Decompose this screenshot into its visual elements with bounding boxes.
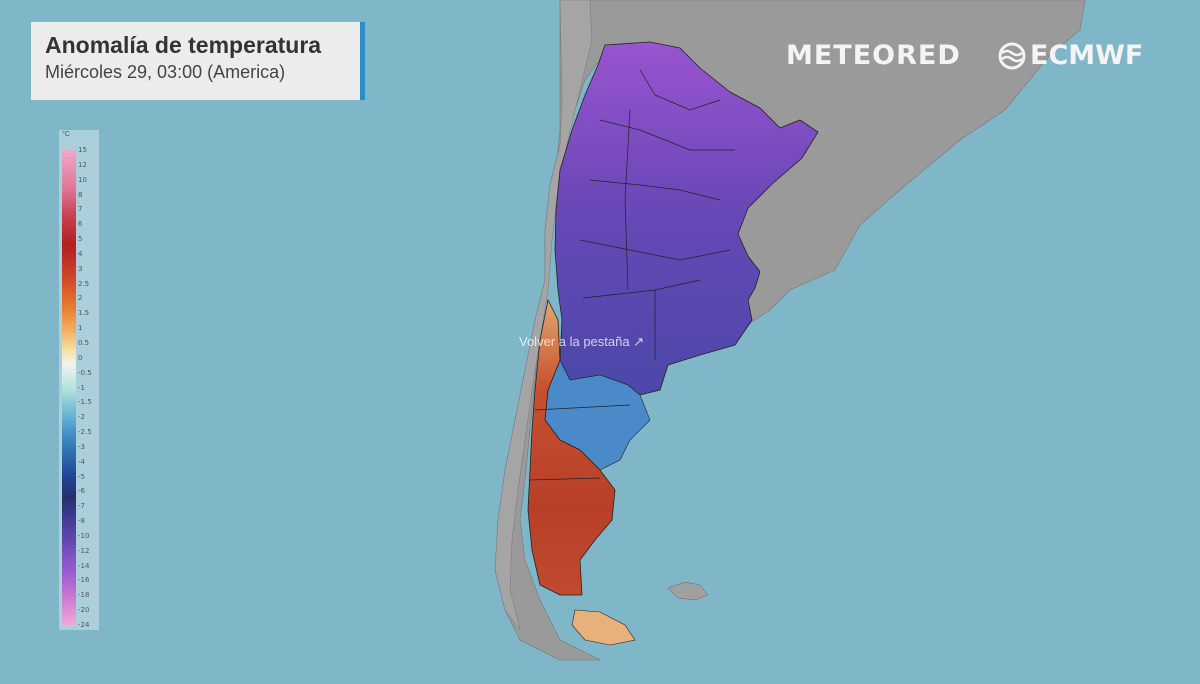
legend-label: 15 [78,146,87,154]
legend-label: 5 [78,235,83,244]
tierra-del-fuego [571,609,636,646]
return-tab-label: Volver a la pestaña [519,334,630,349]
legend-label: 0 [78,353,83,362]
legend-label: -24 [78,621,90,629]
legend-label: 10 [78,175,87,184]
legend-label: -20 [78,606,90,615]
legend-label: 0.5 [78,338,90,347]
legend-label: 4 [78,249,83,258]
legend-label: -1.5 [78,398,92,407]
legend-color-bar [62,150,76,625]
legend-label: -16 [78,576,90,585]
legend-label: -3 [78,442,85,451]
legend-label: -6 [78,487,85,496]
map-subtitle: Miércoles 29, 03:00 (America) [45,62,286,82]
meteored-logo: METEORED [786,40,961,71]
legend-label: 6 [78,220,83,229]
legend-label: -0.5 [78,368,92,377]
anomaly-warm-region [527,298,616,596]
legend-label: 1 [78,324,83,333]
legend-label: -5 [78,472,85,481]
legend-label: -8 [78,517,85,526]
legend-label: -12 [78,546,90,555]
land-south-america [494,0,1086,661]
legend-label: 2.5 [78,279,90,288]
legend-label: 7 [78,205,83,214]
legend-label: 12 [78,160,87,169]
legend-label: 1.5 [78,309,90,318]
province-borders [529,69,735,481]
color-legend: °C 15 12 10 8 7 6 5 4 3 2.5 2 1.5 1 0.5 0 -0.5 -1 -1.5 -2 -… [59,130,99,630]
legend-unit: °C [62,131,70,138]
ecmwf-logo-text: ECMWF [1030,40,1144,71]
islands [667,581,709,601]
legend-label: -2 [78,413,85,422]
external-link-icon: ↗ [633,334,645,349]
legend-label: -7 [78,502,85,511]
legend-label: -10 [78,531,90,540]
legend-label: -14 [78,561,90,570]
legend-label: 2 [78,294,83,303]
legend-label: 3 [78,264,83,273]
legend-label: -18 [78,591,90,600]
map-title: Anomalía de temperatura [45,32,322,58]
legend-label: -2.5 [78,428,92,437]
legend-label: -1 [78,383,85,392]
legend-label: 8 [78,190,83,199]
legend-label: -4 [78,457,85,466]
legend-labels: 15 12 10 8 7 6 5 4 3 2.5 2 1.5 1 0.5 0 -0.5 -1 -1.5 -2 -2.5… [78,146,98,629]
ecmwf-logo-icon [998,42,1026,70]
anomaly-cold-region [554,41,819,396]
title-panel: Anomalía de temperatura Miércoles 29, 03… [31,22,365,100]
return-tab-link[interactable]: Volver a la pestaña ↗ [519,334,644,350]
